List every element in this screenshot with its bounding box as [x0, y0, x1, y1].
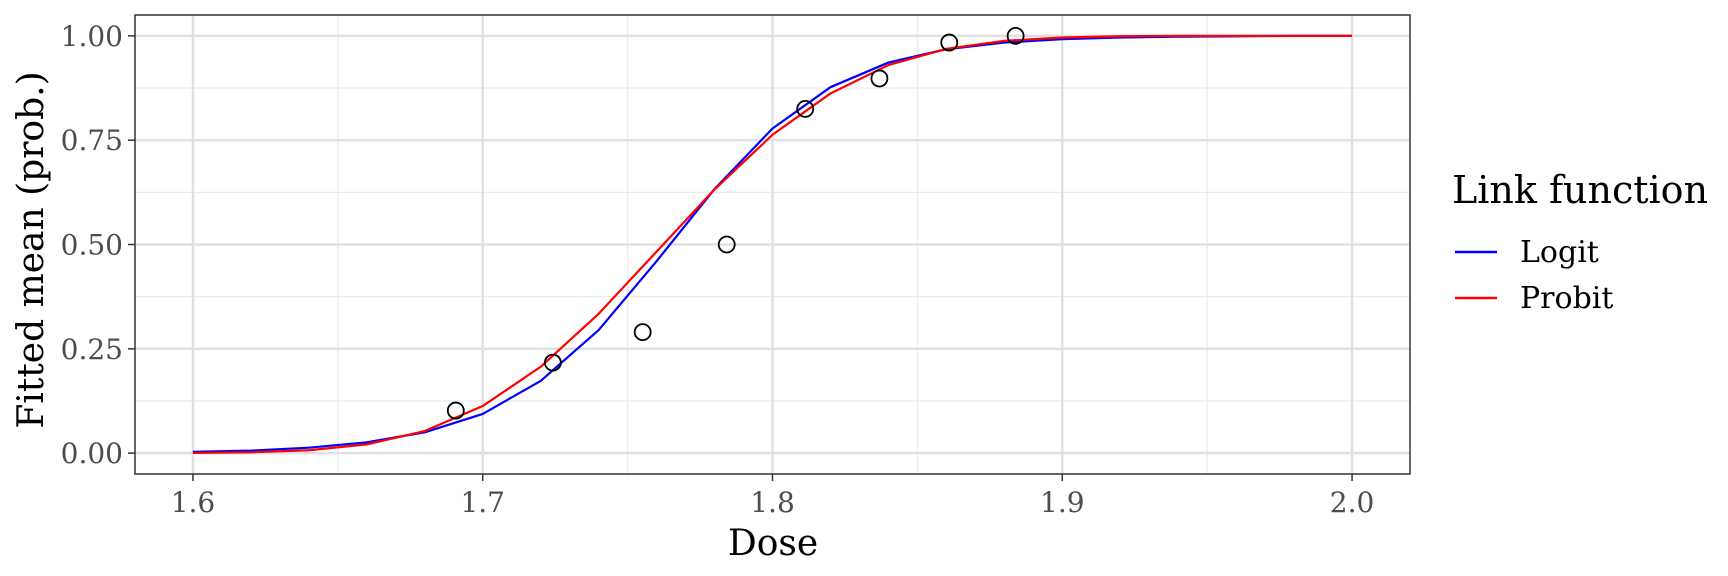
data-point [543, 353, 562, 372]
data-point [717, 235, 736, 254]
legend-title: Link function [1452, 168, 1708, 212]
data-point [870, 69, 889, 88]
y-tick-label: 0.50 [61, 229, 123, 262]
observed-points [446, 26, 1025, 420]
y-axis-title: Fitted mean (prob.) [11, 71, 52, 428]
axis-ticks [128, 35, 1353, 481]
x-axis-title: Dose [728, 523, 818, 564]
y-axis-tick-labels: 0.00 0.25 0.50 0.75 1.00 [61, 20, 123, 470]
data-point [796, 99, 815, 118]
series-line-probit [192, 34, 1353, 455]
x-tick-label: 1.7 [460, 486, 505, 519]
y-tick-label: 1.00 [61, 20, 123, 53]
data-point [633, 323, 652, 342]
x-tick-label: 1.8 [750, 486, 795, 519]
y-tick-label: 0.75 [61, 124, 123, 157]
data-point [1006, 26, 1025, 45]
legend-label-logit: Logit [1520, 235, 1599, 270]
legend-label-probit: Probit [1520, 281, 1613, 316]
y-tick-label: 0.00 [61, 437, 123, 470]
x-axis-tick-labels: 1.6 1.7 1.8 1.9 2.0 [171, 486, 1375, 519]
data-point [446, 401, 465, 420]
series-lines [192, 34, 1353, 455]
data-point [940, 33, 959, 52]
x-tick-label: 1.6 [171, 486, 216, 519]
x-tick-label: 2.0 [1330, 486, 1375, 519]
x-tick-label: 1.9 [1040, 486, 1085, 519]
major-gridlines [135, 15, 1410, 474]
y-tick-label: 0.25 [61, 333, 123, 366]
legend: Link function Logit Probit [1452, 168, 1708, 316]
